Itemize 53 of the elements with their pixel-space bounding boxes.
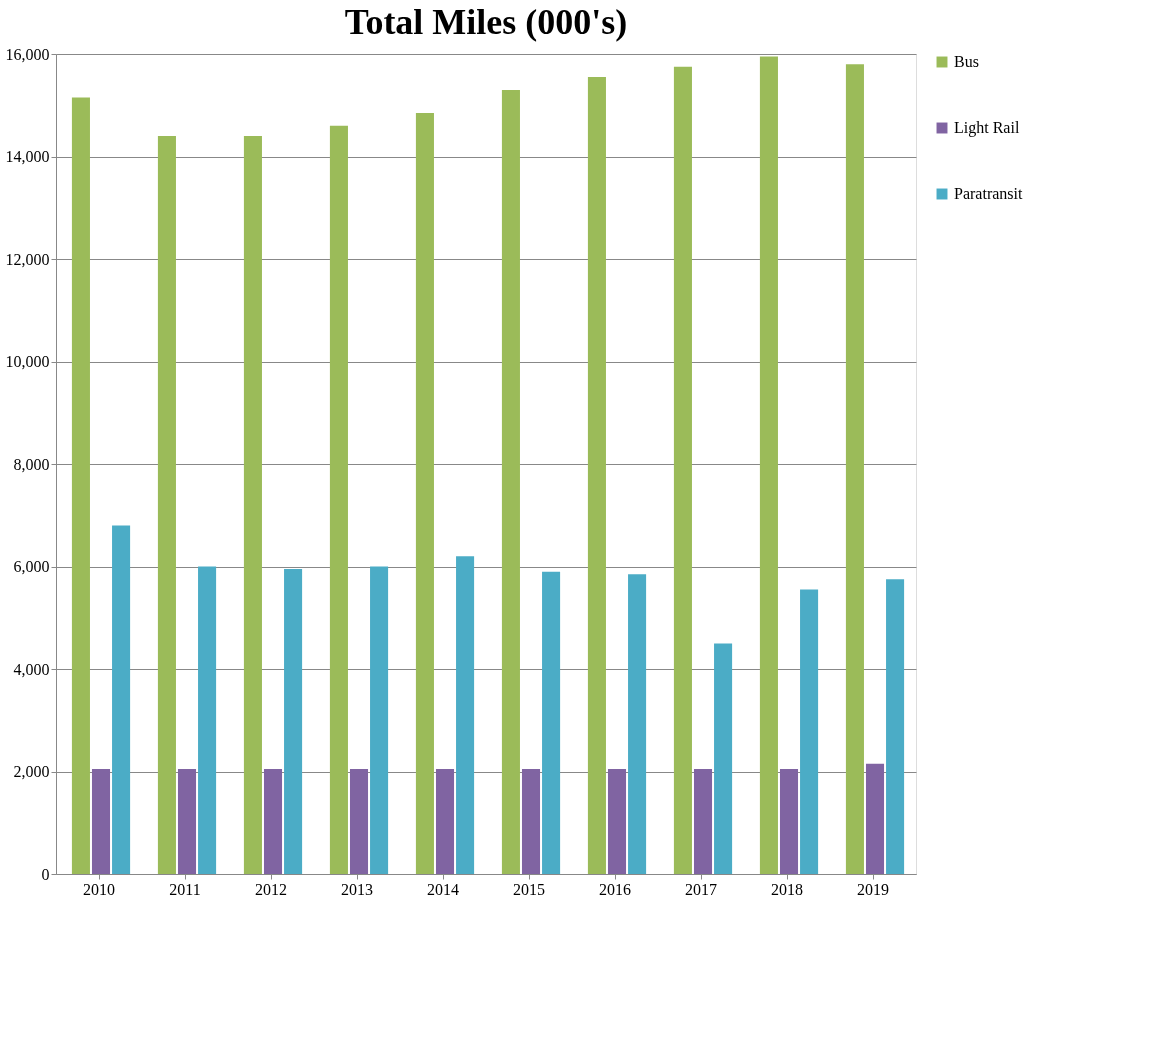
bar	[329, 125, 348, 874]
bar	[800, 589, 819, 874]
bar	[456, 556, 475, 874]
y-tick-label: 8,000	[13, 455, 50, 473]
chart-title: Total Miles (000's)	[344, 2, 628, 42]
bar	[91, 768, 111, 874]
bar	[673, 66, 692, 874]
x-tick-label: 2011	[169, 880, 201, 898]
x-tick-label: 2016	[599, 880, 631, 898]
y-tick-label: 4,000	[13, 660, 50, 678]
bar	[349, 768, 369, 874]
y-tick-label: 14,000	[5, 148, 50, 165]
bar	[243, 136, 262, 874]
bar	[435, 768, 455, 874]
bar	[693, 768, 713, 874]
bar	[587, 77, 606, 874]
legend-label: Paratransit	[954, 185, 1023, 202]
bar	[521, 768, 541, 874]
bar	[886, 579, 905, 874]
bar	[415, 112, 434, 874]
bar	[501, 89, 520, 874]
y-tick-label: 16,000	[5, 45, 50, 63]
bar	[628, 574, 647, 874]
bar	[157, 136, 176, 874]
y-tick-label: 12,000	[5, 250, 50, 268]
legend-label: Bus	[954, 53, 979, 70]
x-tick-label: 2019	[857, 880, 889, 898]
x-tick-label: 2013	[341, 880, 373, 898]
bar	[607, 768, 627, 874]
bar	[759, 56, 778, 874]
y-tick-label: 2,000	[13, 763, 50, 780]
bar	[177, 768, 197, 874]
bar	[845, 64, 864, 874]
bar	[370, 566, 389, 874]
bar	[198, 566, 217, 874]
bar	[542, 571, 561, 874]
x-tick-label: 2010	[83, 880, 115, 898]
y-tick-label: 6,000	[13, 558, 50, 575]
y-tick-label: 10,000	[5, 353, 50, 370]
bar	[865, 763, 885, 874]
bar	[71, 97, 90, 874]
bar	[263, 768, 283, 874]
bar	[779, 768, 799, 874]
bar	[714, 643, 733, 874]
y-tick-label: 0	[41, 865, 50, 883]
bar	[284, 569, 303, 874]
bar	[112, 525, 131, 874]
legend-label: Light Rail	[954, 119, 1020, 137]
x-tick-label: 2014	[427, 880, 459, 898]
x-tick-label: 2017	[685, 880, 717, 898]
x-tick-label: 2012	[255, 880, 287, 898]
x-tick-label: 2018	[771, 880, 803, 898]
x-tick-label: 2015	[513, 880, 545, 898]
